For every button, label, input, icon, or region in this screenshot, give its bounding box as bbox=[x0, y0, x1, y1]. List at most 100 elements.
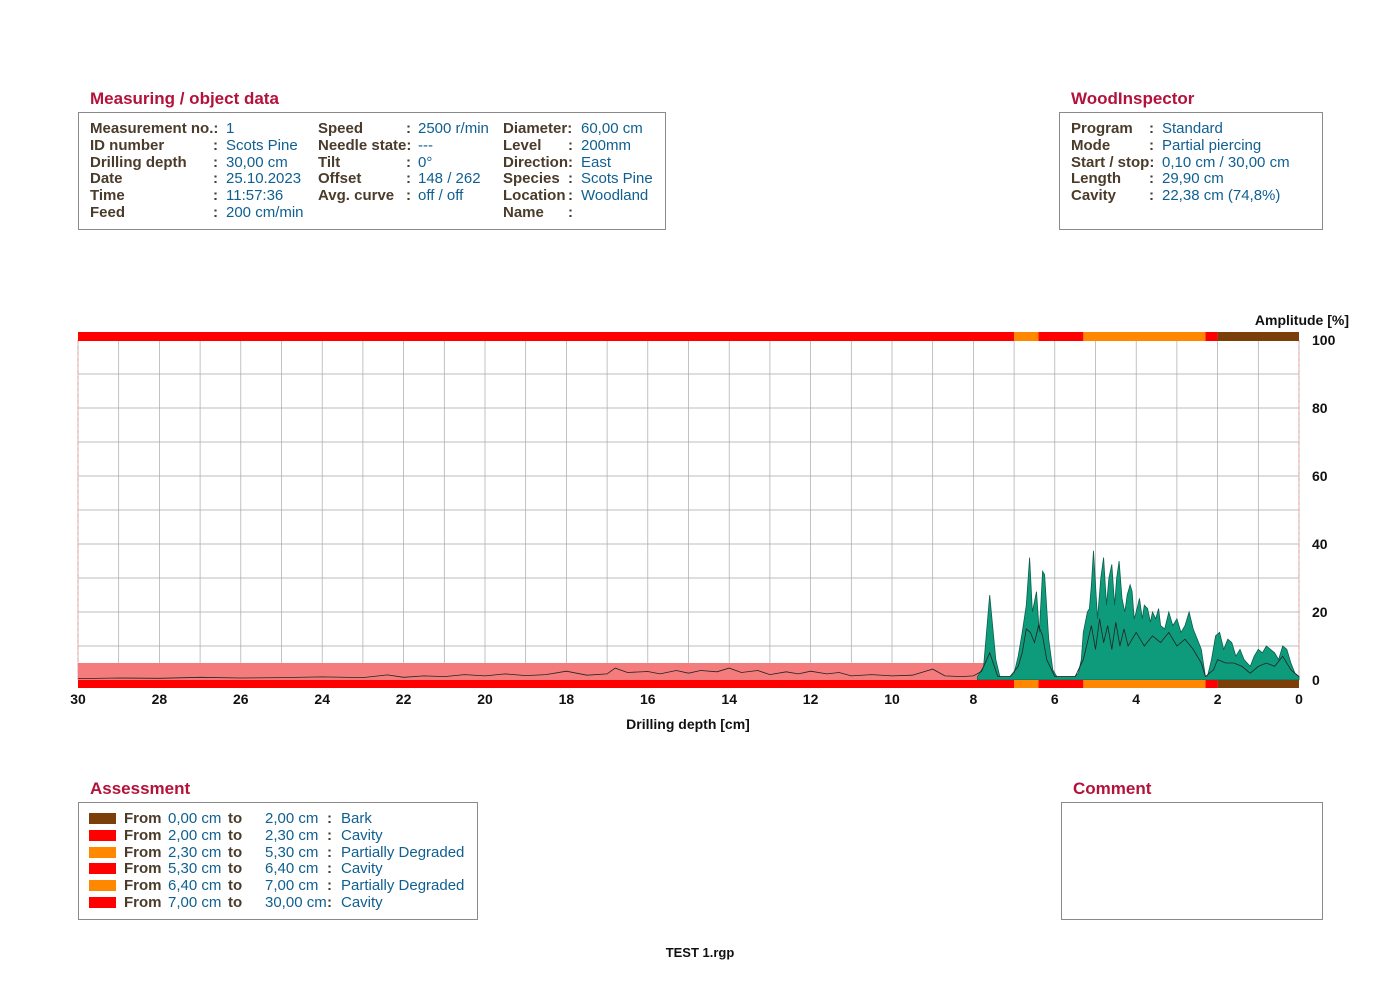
assessment-from-label: From bbox=[124, 894, 162, 911]
assessment-band-bottom bbox=[78, 680, 1015, 688]
assessment-class: Partially Degraded bbox=[341, 877, 465, 895]
inspector-colon: : bbox=[1149, 170, 1154, 188]
measuring-label: Species bbox=[503, 170, 560, 188]
assessment-swatch bbox=[89, 829, 116, 841]
measuring-value: 11:57:36 bbox=[226, 187, 284, 205]
assessment-to-value: 6,40 cm bbox=[265, 860, 319, 878]
measuring-label: Needle state: bbox=[318, 136, 412, 154]
x-tick-label: 30 bbox=[70, 691, 86, 707]
measuring-colon: : bbox=[213, 136, 218, 154]
assessment-band-bottom bbox=[1038, 680, 1084, 688]
inspector-label: Start / stop: bbox=[1071, 153, 1155, 171]
measuring-colon: : bbox=[568, 187, 573, 205]
measuring-label: Measurement no.: bbox=[90, 120, 219, 137]
comment-box[interactable] bbox=[1061, 802, 1323, 920]
assessment-to-label: to bbox=[228, 894, 243, 911]
assessment-swatch bbox=[89, 897, 116, 908]
assessment-from-label: From bbox=[124, 843, 162, 861]
measuring-label: Tilt bbox=[318, 153, 341, 171]
drilling-amplitude-chart: 30 28 26 24 22 20 18 16 14 12 10 8 6 4 2 0020406080100D… bbox=[70, 312, 1349, 732]
assessment-band-bottom bbox=[1217, 680, 1299, 688]
assessment-swatch bbox=[89, 846, 116, 858]
assessment-from-value: 2,00 cm bbox=[168, 826, 222, 844]
x-tick-label: 24 bbox=[314, 691, 330, 707]
y-tick-label: 80 bbox=[1312, 400, 1328, 416]
assessment-swatch bbox=[89, 863, 116, 875]
measuring-label: Direction: bbox=[503, 153, 574, 171]
assessment-colon: : bbox=[327, 826, 332, 844]
drill-highlight-band bbox=[78, 663, 986, 680]
x-tick-label: 4 bbox=[1132, 691, 1140, 707]
inspector-value: Standard bbox=[1162, 120, 1223, 137]
measuring-colon: : bbox=[406, 170, 411, 188]
measuring-value: 1 bbox=[226, 120, 235, 137]
x-axis-label: Drilling depth [cm] bbox=[626, 716, 750, 732]
x-tick-label: 28 bbox=[152, 691, 168, 707]
y-axis-label: Amplitude [%] bbox=[1255, 312, 1349, 328]
assessment-to-value: 5,30 cm bbox=[265, 843, 319, 861]
measuring-data-box bbox=[78, 112, 666, 230]
assessment-colon: : bbox=[327, 894, 332, 911]
assessment-to-label: to bbox=[228, 810, 243, 827]
measuring-title: Measuring / object data bbox=[90, 89, 279, 108]
inspector-value: Partial piercing bbox=[1162, 136, 1262, 154]
measuring-colon: : bbox=[213, 170, 218, 188]
x-tick-label: 10 bbox=[884, 691, 900, 707]
measuring-label: Diameter: bbox=[503, 120, 573, 137]
assessment-class: Bark bbox=[341, 810, 372, 827]
measuring-label: Level bbox=[503, 136, 542, 154]
measuring-label: Feed bbox=[90, 204, 126, 221]
measuring-colon: : bbox=[213, 187, 218, 205]
assessment-band-top bbox=[1217, 332, 1299, 341]
inspector-colon: : bbox=[1149, 120, 1154, 137]
measuring-label: Drilling depth bbox=[90, 153, 187, 171]
assessment-to-value: 2,00 cm bbox=[265, 810, 319, 827]
drill-amplitude-line bbox=[77, 618, 1300, 679]
y-tick-label: 100 bbox=[1312, 332, 1336, 348]
assessment-band-bottom bbox=[1014, 680, 1039, 688]
assessment-class: Cavity bbox=[341, 894, 383, 911]
measuring-label: Date bbox=[90, 170, 123, 188]
assessment-band-top bbox=[1038, 332, 1084, 341]
inspector-label: Length bbox=[1071, 170, 1121, 188]
assessment-from-label: From bbox=[124, 810, 162, 827]
assessment-to-label: to bbox=[228, 843, 243, 861]
x-tick-label: 14 bbox=[721, 691, 737, 707]
assessment-to-value: 7,00 cm bbox=[265, 877, 319, 895]
measuring-value: Woodland bbox=[581, 187, 649, 205]
measuring-colon: : bbox=[406, 153, 411, 171]
assessment-band-top bbox=[78, 332, 1015, 341]
assessment-band-top bbox=[1083, 332, 1206, 341]
comment-title: Comment bbox=[1073, 779, 1152, 798]
x-tick-label: 16 bbox=[640, 691, 656, 707]
y-tick-label: 60 bbox=[1312, 468, 1328, 484]
assessment-band-bottom bbox=[1205, 680, 1218, 688]
comment-text bbox=[1062, 803, 1322, 815]
assessment-swatch bbox=[89, 880, 116, 892]
inspector-label: Program bbox=[1071, 120, 1133, 137]
measuring-colon: : bbox=[406, 120, 411, 137]
x-tick-label: 0 bbox=[1295, 691, 1303, 707]
measuring-value: 30,00 cm bbox=[226, 153, 288, 171]
assessment-from-label: From bbox=[124, 860, 162, 878]
assessment-colon: : bbox=[327, 843, 332, 861]
x-tick-label: 2 bbox=[1214, 691, 1222, 707]
measuring-value: 2500 r/min bbox=[418, 120, 489, 137]
inspector-colon: : bbox=[1149, 187, 1154, 205]
measuring-value: 200 cm/min bbox=[226, 204, 304, 221]
measuring-label: Time bbox=[90, 187, 125, 205]
assessment-to-label: to bbox=[228, 877, 243, 895]
inspector-value: 22,38 cm (74,8%) bbox=[1162, 187, 1281, 205]
y-tick-label: 0 bbox=[1312, 672, 1320, 688]
assessment-from-label: From bbox=[124, 877, 162, 895]
assessment-from-value: 6,40 cm bbox=[168, 877, 222, 895]
feed-amplitude-area bbox=[977, 550, 1300, 681]
measuring-label: Offset bbox=[318, 170, 362, 188]
measuring-label: Location bbox=[503, 187, 566, 205]
assessment-swatch bbox=[89, 813, 116, 824]
x-tick-label: 20 bbox=[477, 691, 493, 707]
assessment-to-label: to bbox=[228, 860, 243, 878]
inspector-label: Mode bbox=[1071, 136, 1111, 154]
y-tick-label: 40 bbox=[1312, 536, 1328, 552]
y-tick-label: 20 bbox=[1312, 604, 1328, 620]
